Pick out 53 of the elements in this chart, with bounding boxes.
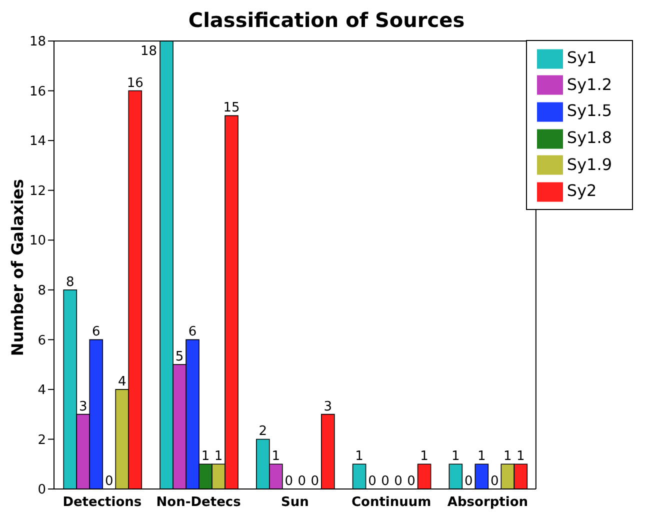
- data-label: 1: [516, 449, 525, 464]
- legend-label: Sy1.9: [566, 154, 612, 174]
- data-label: 2: [258, 424, 268, 440]
- data-label: 15: [223, 100, 240, 116]
- y-tick-label: 18: [29, 34, 46, 50]
- data-label: 0: [310, 474, 320, 489]
- data-label: 5: [175, 350, 184, 365]
- data-label: 0: [394, 474, 402, 489]
- data-label: 1: [214, 449, 223, 464]
- data-label: 1: [201, 449, 210, 464]
- data-label: 0: [298, 474, 306, 489]
- y-tick-label: 6: [38, 333, 46, 348]
- data-label: 16: [126, 76, 144, 91]
- data-label: 8: [66, 274, 74, 290]
- data-label: 1: [420, 449, 428, 464]
- data-label: 0: [368, 474, 376, 489]
- data-label: 3: [324, 399, 332, 414]
- y-tick-label: 8: [38, 284, 46, 299]
- y-tick-label: 12: [29, 184, 46, 199]
- data-label: 1: [478, 449, 486, 464]
- data-label: 6: [188, 324, 197, 340]
- data-label: 0: [381, 474, 390, 489]
- x-tick-label: Absorption: [447, 495, 528, 510]
- x-tick-label: Non-Detecs: [156, 495, 242, 510]
- data-label: 3: [79, 399, 88, 414]
- y-tick-label: 4: [38, 383, 46, 398]
- x-tick-label: Continuum: [351, 495, 432, 510]
- chart-title: Classification of Sources: [187, 8, 466, 32]
- y-tick-label: 10: [29, 234, 46, 249]
- x-tick-label: Detections: [62, 495, 142, 510]
- x-tick-label: Sun: [281, 495, 309, 510]
- data-label: 4: [118, 374, 126, 390]
- data-label: 0: [464, 474, 473, 489]
- data-label: 6: [92, 324, 100, 340]
- y-tick-label: 2: [38, 432, 46, 448]
- y-tick-label: 16: [29, 84, 46, 100]
- legend-label: Sy1.5: [566, 101, 612, 120]
- data-label: 0: [407, 474, 416, 489]
- data-label: 1: [452, 449, 460, 464]
- data-label: 0: [284, 474, 294, 489]
- data-label: 0: [490, 474, 499, 489]
- legend-label: Sy1.8: [566, 128, 612, 147]
- y-tick-label: 0: [38, 482, 46, 498]
- legend-label: Sy1.2: [566, 74, 612, 94]
- data-label: 1: [355, 449, 364, 464]
- y-axis-title: Number of Galaxies: [8, 178, 28, 356]
- data-label: 1: [272, 449, 280, 464]
- legend-label: Sy1: [566, 48, 597, 67]
- data-label: 0: [105, 474, 114, 489]
- legend-label: Sy2: [566, 181, 597, 200]
- data-label: 1: [504, 449, 512, 464]
- y-tick-label: 14: [29, 134, 46, 150]
- data-label: 18: [140, 44, 158, 59]
